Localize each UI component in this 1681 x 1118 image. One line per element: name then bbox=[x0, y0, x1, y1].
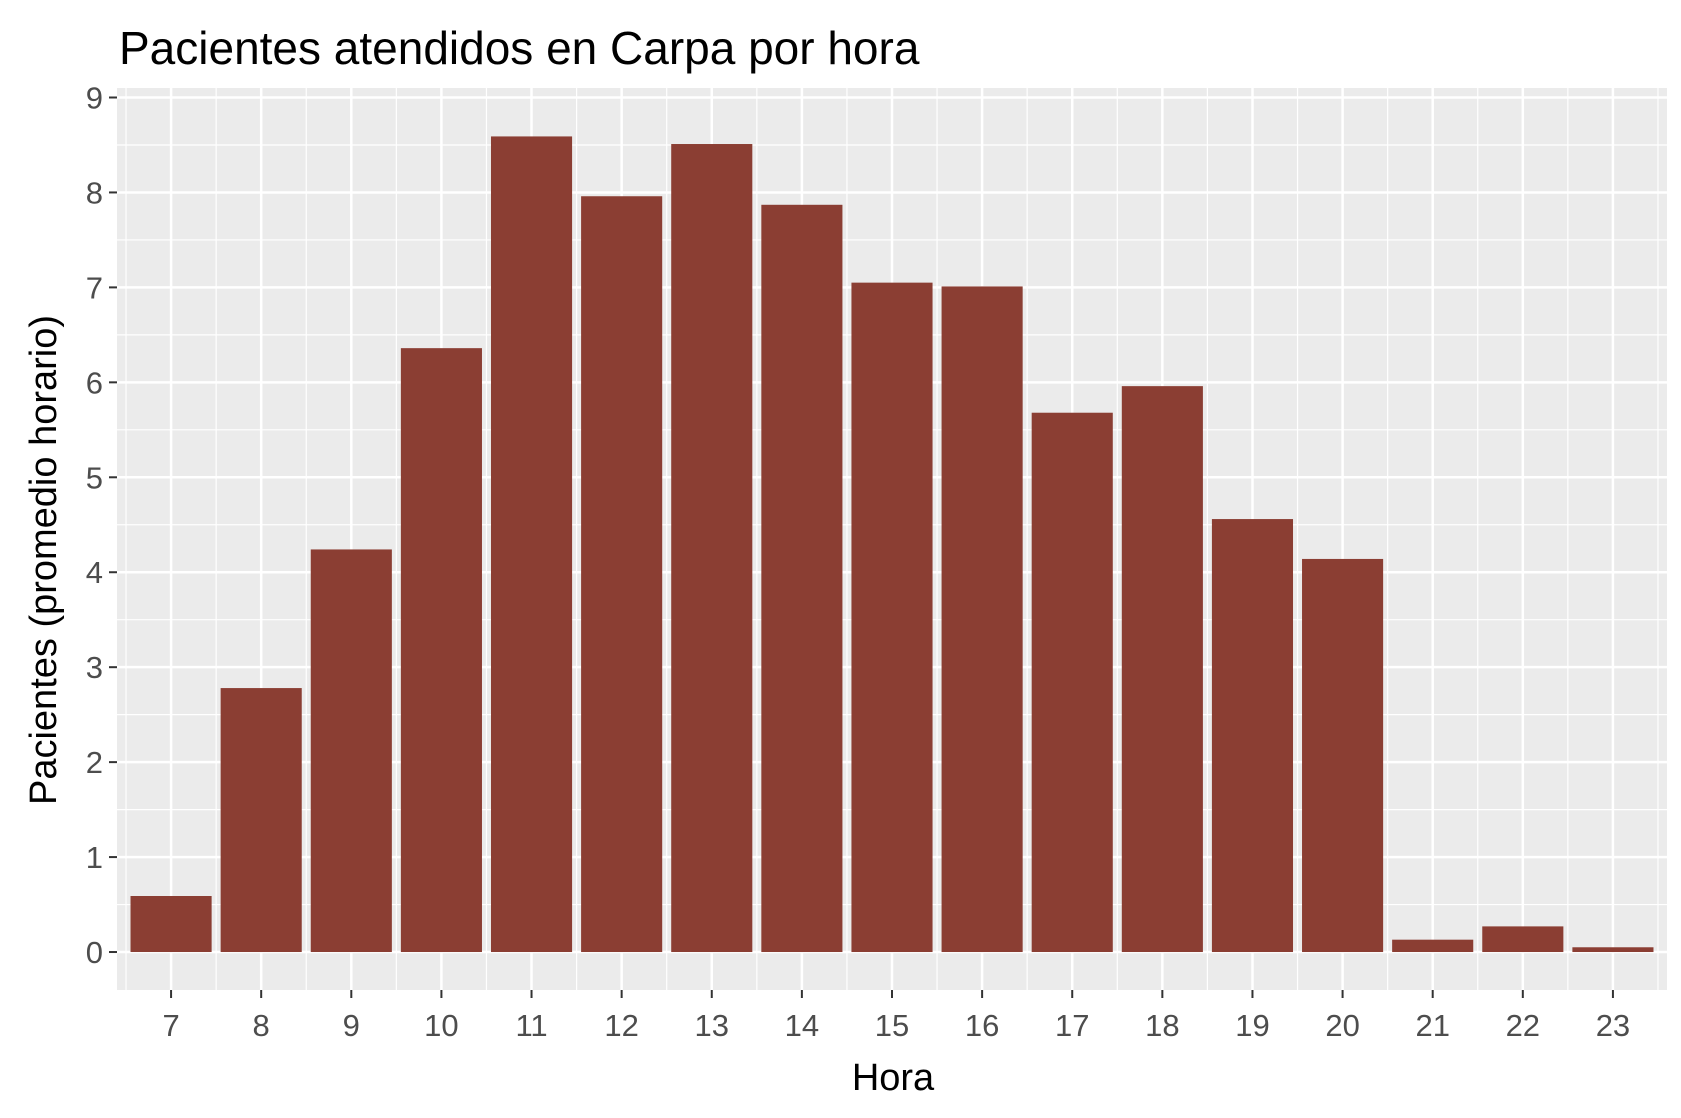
y-axis: 0 1 2 3 4 5 6 7 8 9 bbox=[86, 80, 117, 970]
bars bbox=[130, 136, 1654, 953]
y-tick-label: 3 bbox=[86, 650, 103, 685]
x-tick-label: 19 bbox=[1235, 1008, 1269, 1043]
x-tick-label: 17 bbox=[1055, 1008, 1089, 1043]
x-tick-label: 10 bbox=[424, 1008, 458, 1043]
y-axis-title: Pacientes (promedio horario) bbox=[23, 315, 65, 805]
bar-21 bbox=[1392, 939, 1474, 953]
chart-title: Pacientes atendidos en Carpa por hora bbox=[119, 22, 920, 74]
x-tick-label: 22 bbox=[1506, 1008, 1540, 1043]
bar-11 bbox=[490, 136, 573, 953]
bar-20 bbox=[1302, 558, 1384, 953]
x-tick-label: 21 bbox=[1415, 1008, 1449, 1043]
x-axis-title: Hora bbox=[852, 1057, 935, 1099]
bar-19 bbox=[1211, 519, 1294, 953]
y-tick-label: 7 bbox=[86, 270, 103, 305]
y-tick-label: 0 bbox=[86, 935, 103, 970]
x-tick-label: 23 bbox=[1596, 1008, 1630, 1043]
x-tick-label: 14 bbox=[785, 1008, 819, 1043]
bar-15 bbox=[851, 282, 933, 953]
y-tick-label: 2 bbox=[86, 745, 103, 780]
x-tick-label: 18 bbox=[1145, 1008, 1179, 1043]
y-tick-label: 1 bbox=[86, 840, 103, 875]
bar-9 bbox=[310, 549, 392, 953]
x-tick-label: 13 bbox=[695, 1008, 729, 1043]
x-tick-label: 9 bbox=[343, 1008, 360, 1043]
bar-12 bbox=[581, 196, 663, 953]
x-tick-label: 8 bbox=[253, 1008, 270, 1043]
y-tick-label: 6 bbox=[86, 365, 103, 400]
x-tick-label: 15 bbox=[875, 1008, 909, 1043]
y-tick-label: 8 bbox=[86, 175, 103, 210]
x-tick-label: 11 bbox=[515, 1008, 547, 1043]
bar-18 bbox=[1121, 386, 1203, 953]
bar-14 bbox=[761, 204, 843, 953]
bar-7 bbox=[130, 896, 212, 953]
bar-8 bbox=[220, 688, 302, 953]
bar-17 bbox=[1031, 412, 1113, 953]
x-tick-label: 7 bbox=[162, 1008, 179, 1043]
bar-13 bbox=[671, 144, 753, 953]
x-axis: 7 8 9 10 11 12 13 14 15 16 17 18 19 20 21 22 23 bbox=[162, 990, 1630, 1043]
bar-10 bbox=[400, 348, 482, 953]
bar-22 bbox=[1482, 926, 1564, 953]
y-tick-label: 4 bbox=[86, 555, 103, 590]
y-tick-label: 9 bbox=[86, 80, 103, 115]
x-tick-label: 16 bbox=[965, 1008, 999, 1043]
x-tick-label: 20 bbox=[1325, 1008, 1359, 1043]
y-tick-label: 5 bbox=[86, 460, 103, 495]
bar-16 bbox=[941, 286, 1023, 953]
x-tick-label: 12 bbox=[604, 1008, 638, 1043]
bar-23 bbox=[1572, 947, 1654, 953]
